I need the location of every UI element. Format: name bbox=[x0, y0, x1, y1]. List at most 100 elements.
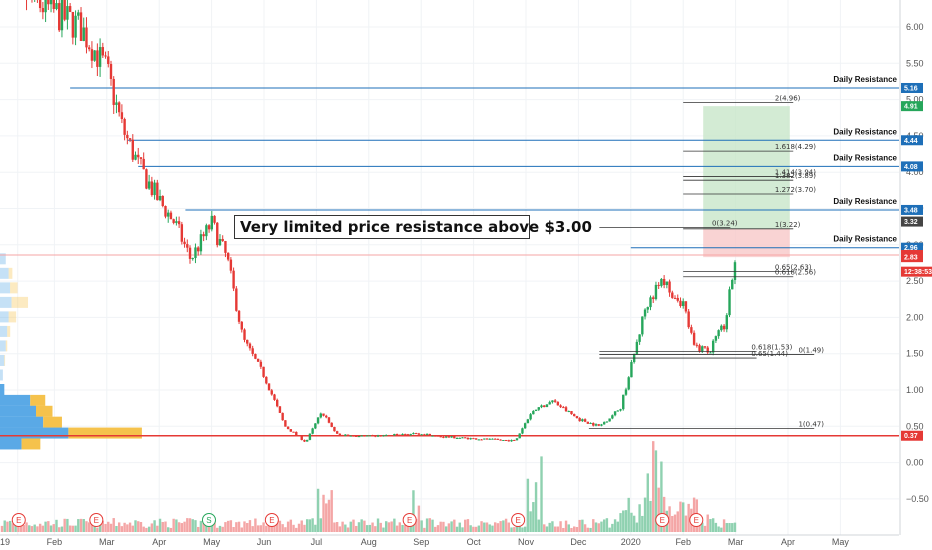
volume-bar bbox=[202, 522, 205, 532]
volume-bar bbox=[126, 524, 129, 532]
event-marker-letter: E bbox=[515, 516, 520, 525]
volume-bar bbox=[627, 497, 630, 532]
price-tag-label: 0.37 bbox=[904, 433, 918, 440]
candle-body bbox=[493, 438, 497, 440]
stop-loss-zone bbox=[703, 228, 790, 258]
volume-bar bbox=[436, 525, 440, 532]
volume-bar bbox=[423, 527, 426, 532]
volume-bar bbox=[346, 527, 350, 532]
volume-bar bbox=[117, 522, 121, 532]
candle-body bbox=[199, 234, 203, 252]
candle-body bbox=[44, 0, 47, 13]
candle-body bbox=[240, 321, 243, 330]
volume-bar bbox=[379, 522, 382, 532]
candle-body bbox=[638, 334, 641, 342]
volume-bar bbox=[393, 518, 396, 532]
candle-body bbox=[692, 332, 696, 345]
volume-bar bbox=[613, 519, 617, 532]
candle-body bbox=[513, 439, 516, 441]
volume-bar bbox=[630, 512, 633, 532]
volume-bar bbox=[33, 524, 36, 532]
candle-body bbox=[720, 325, 723, 331]
profit-target-zone bbox=[703, 106, 790, 229]
fib-level-label: 0(3.24) bbox=[712, 219, 738, 227]
candle-body bbox=[395, 433, 399, 435]
resistance-label: Daily Resistance bbox=[833, 153, 897, 162]
volume-bar bbox=[316, 488, 320, 532]
event-marker-letter: E bbox=[694, 516, 699, 525]
profile-bar-down bbox=[30, 394, 46, 406]
volume-bar bbox=[267, 521, 271, 532]
candle-body bbox=[578, 418, 581, 422]
candle-body bbox=[706, 347, 709, 353]
volume-bar bbox=[458, 522, 461, 532]
event-marker-letter: E bbox=[16, 516, 21, 525]
candle-body bbox=[627, 377, 630, 390]
volume-bar bbox=[281, 524, 284, 532]
volume-bar bbox=[687, 503, 690, 532]
candle-body bbox=[515, 438, 519, 441]
time-axis[interactable]: 19 Feb Mar Apr May Jun Jul Aug Sep Oct Nov Dec 2020 F… bbox=[0, 534, 899, 547]
volume-bar bbox=[213, 518, 216, 532]
price-tick-label: 5.50 bbox=[906, 58, 924, 68]
volume-bar bbox=[147, 526, 151, 532]
candle-body bbox=[504, 439, 508, 441]
candle-body bbox=[393, 433, 396, 436]
candle-body bbox=[605, 421, 609, 423]
candle-body bbox=[559, 405, 562, 408]
volume-bar bbox=[112, 518, 115, 532]
volume-bar bbox=[52, 524, 55, 532]
candle-body bbox=[575, 416, 579, 419]
event-marker-circle bbox=[511, 513, 526, 527]
candle-body bbox=[213, 215, 216, 223]
volume-bar bbox=[425, 518, 429, 532]
candle-body bbox=[96, 50, 99, 67]
event-marker-letter: E bbox=[407, 516, 412, 525]
fib-level-label: 0(1.49) bbox=[798, 346, 824, 354]
candle-body bbox=[134, 154, 137, 160]
candle-body bbox=[112, 78, 115, 105]
volume-bar bbox=[188, 518, 192, 532]
candle-body bbox=[224, 241, 227, 253]
candle-body bbox=[368, 435, 372, 437]
volume-bar bbox=[172, 518, 175, 532]
price-tag-label: 2.83 bbox=[904, 255, 918, 262]
position-zones bbox=[703, 106, 790, 258]
candle-body bbox=[175, 221, 178, 223]
price-tag-label: 3.32 bbox=[904, 219, 918, 226]
candle-body bbox=[534, 409, 538, 412]
volume-bar bbox=[406, 521, 410, 532]
price-tag-background bbox=[901, 161, 923, 172]
volume-bar bbox=[526, 478, 530, 532]
volume-bar bbox=[169, 527, 173, 532]
volume-bar bbox=[594, 522, 598, 532]
time-tick-label: Dec bbox=[570, 537, 587, 547]
candle-body bbox=[85, 27, 88, 48]
candle-body bbox=[404, 433, 407, 435]
candle-body bbox=[142, 158, 145, 170]
volume-bar bbox=[194, 520, 197, 532]
candle-body bbox=[390, 435, 393, 437]
volume-bar bbox=[703, 525, 707, 532]
candle-body bbox=[687, 311, 690, 328]
candle-body bbox=[543, 405, 546, 408]
candle-body bbox=[327, 417, 331, 423]
candle-body bbox=[251, 348, 254, 354]
candle-body bbox=[335, 431, 339, 434]
volume-bar bbox=[657, 487, 660, 532]
candle-body bbox=[570, 411, 573, 415]
volume-bar bbox=[289, 519, 293, 532]
candle-body bbox=[676, 297, 679, 301]
volume-bar bbox=[529, 511, 532, 532]
volume-bar bbox=[270, 522, 273, 532]
candle-body bbox=[523, 423, 527, 429]
volume-bar bbox=[150, 523, 154, 532]
fib-level-label: 1.618(4.29) bbox=[775, 143, 816, 151]
volume-bar bbox=[728, 523, 731, 532]
volume-bar bbox=[635, 522, 639, 532]
volume-bar bbox=[477, 525, 481, 532]
time-tick-label: Apr bbox=[781, 537, 795, 547]
volume-bar bbox=[365, 525, 369, 532]
volume-bar bbox=[570, 527, 573, 532]
